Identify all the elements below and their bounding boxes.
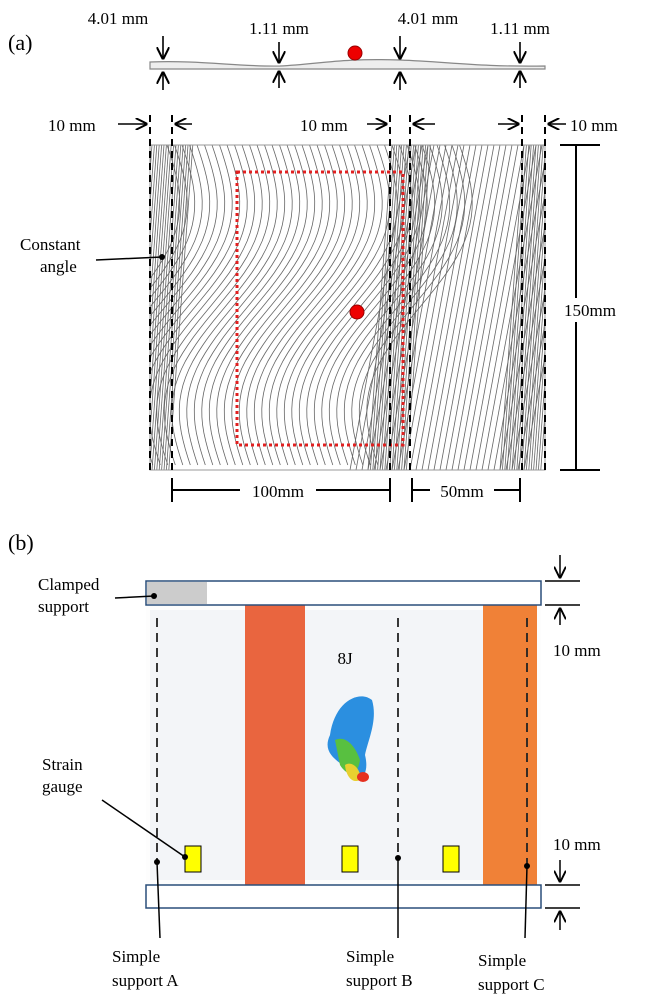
dimension-label: 10 mm [553, 641, 601, 660]
width-label: 10 mm [300, 116, 348, 135]
leader [96, 257, 162, 260]
thickness-label: 4.01 mm [398, 9, 458, 28]
support-label: Simplesupport C [478, 951, 545, 994]
dimension-label: 100mm [252, 482, 304, 501]
annotation: Constantangle [20, 235, 81, 276]
impact-point [350, 305, 364, 319]
dimension-label: 50mm [440, 482, 483, 501]
plate-profile [150, 60, 545, 69]
thickness-label: 4.01 mm [88, 9, 148, 28]
width-label: 10 mm [48, 116, 96, 135]
leader-dot [159, 254, 165, 260]
dimension-label: 150mm [564, 301, 616, 320]
leader-dot [151, 593, 157, 599]
dimension-label: 10 mm [553, 835, 601, 854]
support-label: Simplesupport A [112, 947, 179, 990]
width-label: 10 mm [570, 116, 618, 135]
panel-label: (b) [8, 530, 34, 555]
figure: (a) 4.01 mm 1.11 mm 4.01 mm 1.11 mm 10 m… [0, 0, 649, 998]
fiber [128, 145, 152, 470]
bottom-bar [146, 885, 541, 908]
impact-energy: 8J [337, 649, 353, 668]
leader-dot [182, 854, 188, 860]
panel-label: (a) [8, 30, 32, 55]
thickness-label: 1.11 mm [249, 19, 309, 38]
support-label: Simplesupport B [346, 947, 413, 990]
edge-arrows [545, 555, 580, 930]
damage-map: 8J [150, 605, 537, 885]
impact-point [348, 46, 362, 60]
clamped-area [147, 582, 207, 604]
thickness-label: 1.11 mm [490, 19, 550, 38]
